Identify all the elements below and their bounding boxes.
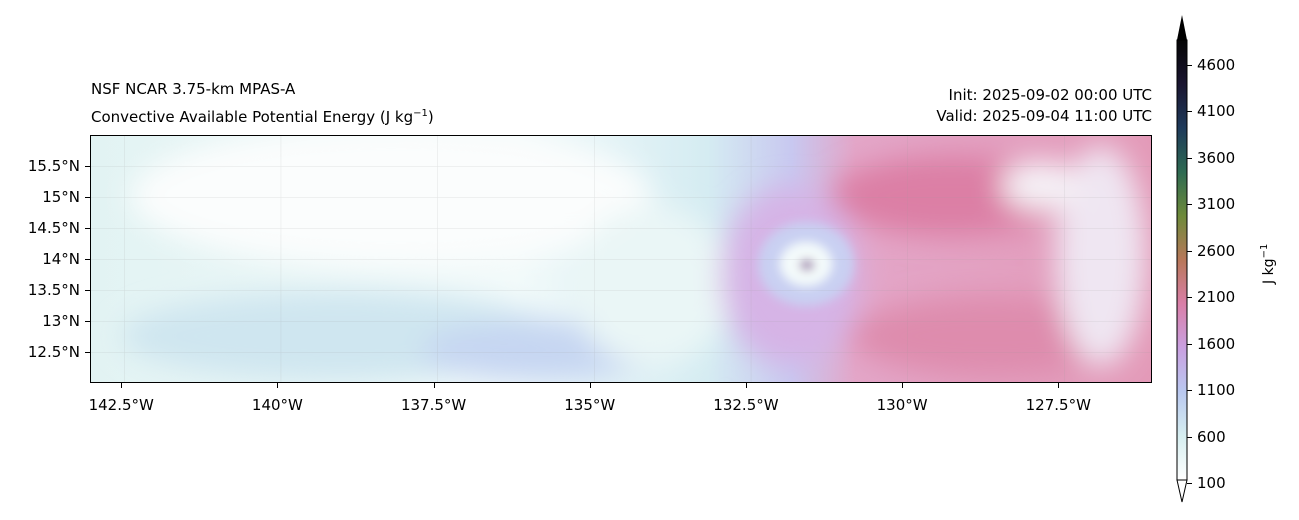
colorbar-tick-label: 1600 xyxy=(1197,334,1236,353)
x-tick-mark xyxy=(277,383,279,388)
colorbar-tick-label: 2100 xyxy=(1197,288,1236,307)
y-tick-mark xyxy=(85,228,90,229)
y-tick-mark xyxy=(85,352,90,353)
y-tick-label: 15°N xyxy=(42,188,80,206)
x-tick-label: 130°W xyxy=(876,396,928,414)
init-time: Init: 2025-09-02 00:00 UTC xyxy=(948,86,1152,104)
variable-title-text: Convective Available Potential Energy (J… xyxy=(91,108,414,126)
x-tick-mark xyxy=(1058,383,1060,388)
model-title: NSF NCAR 3.75-km MPAS-A xyxy=(91,80,296,98)
y-tick-label: 13°N xyxy=(42,312,80,330)
y-tick-label: 13.5°N xyxy=(27,281,80,299)
map-panel xyxy=(90,135,1152,383)
colorbar-tick-label: 100 xyxy=(1197,474,1226,492)
variable-title-end: ) xyxy=(427,108,434,126)
y-tick-mark xyxy=(85,166,90,167)
y-tick-mark xyxy=(85,259,90,260)
colorbar-tick-mark xyxy=(1187,204,1192,206)
colorbar-tick-mark xyxy=(1187,297,1192,299)
colorbar-tick-mark xyxy=(1187,64,1192,66)
colorbar-tick-mark xyxy=(1187,343,1192,345)
colorbar-extend-min xyxy=(1176,479,1188,503)
colorbar-extend-max xyxy=(1177,15,1187,40)
y-tick-mark xyxy=(85,197,90,198)
colorbar-gradient xyxy=(1176,39,1188,481)
colorbar-tick-label: 4100 xyxy=(1197,102,1236,121)
x-tick-label: 127.5°W xyxy=(1025,396,1091,414)
x-tick-label: 137.5°W xyxy=(400,396,467,414)
valid-time: Valid: 2025-09-04 11:00 UTC xyxy=(936,107,1152,125)
y-tick-mark xyxy=(85,321,90,322)
x-tick-label: 135°W xyxy=(564,396,616,414)
y-tick-label: 14.5°N xyxy=(27,219,80,237)
colorbar-tick-mark xyxy=(1187,436,1192,438)
x-tick-mark xyxy=(745,383,747,388)
variable-title-sup: −1 xyxy=(413,108,428,119)
cape-field xyxy=(91,136,1151,382)
colorbar-tick-label: 3600 xyxy=(1197,148,1236,167)
y-tick-label: 14°N xyxy=(42,250,80,268)
colorbar-label-text: J kg xyxy=(1260,258,1277,284)
colorbar-label-sup: −1 xyxy=(1259,243,1271,259)
colorbar-tick-label: 2600 xyxy=(1197,241,1236,260)
colorbar-tick-mark xyxy=(1187,111,1192,113)
x-tick-mark xyxy=(121,383,123,388)
x-tick-mark xyxy=(433,383,435,388)
colorbar-tick-label: 4600 xyxy=(1197,55,1236,74)
colorbar-tick-mark xyxy=(1187,157,1192,159)
y-tick-label: 12.5°N xyxy=(27,343,80,361)
x-tick-mark xyxy=(902,383,904,388)
y-tick-mark xyxy=(85,290,90,291)
y-tick-label: 15.5°N xyxy=(27,157,80,175)
colorbar-tick-label: 600 xyxy=(1197,427,1226,446)
colorbar-label: J kg−1 xyxy=(1259,234,1277,294)
colorbar-tick-mark xyxy=(1187,250,1192,252)
colorbar-tick-label: 3100 xyxy=(1197,195,1236,214)
x-tick-label: 132.5°W xyxy=(713,396,779,414)
x-tick-label: 140°W xyxy=(251,396,303,414)
colorbar-tick-mark xyxy=(1187,390,1192,392)
colorbar-tick-label: 1100 xyxy=(1197,381,1236,400)
colorbar xyxy=(1176,15,1188,503)
x-tick-label: 142.5°W xyxy=(88,396,154,414)
x-tick-mark xyxy=(589,383,591,388)
variable-title: Convective Available Potential Energy (J… xyxy=(91,105,434,126)
colorbar-tick-mark xyxy=(1187,483,1192,484)
